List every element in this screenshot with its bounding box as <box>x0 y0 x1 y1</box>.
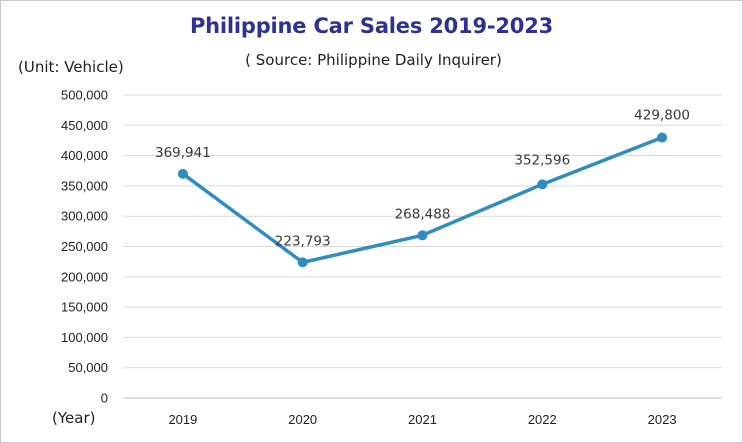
y-axis-label: (Unit: Vehicle) <box>18 58 124 76</box>
chart-title: Philippine Car Sales 2019-2023 <box>189 14 554 38</box>
y-tick-label: 500,000 <box>61 88 108 103</box>
y-tick-label: 250,000 <box>61 239 108 254</box>
series-line <box>181 135 664 265</box>
x-tick-label: 2020 <box>288 412 317 427</box>
x-axis-label: (Year) <box>52 409 96 427</box>
y-tick-label: 50,000 <box>68 360 108 375</box>
x-tick-label: 2022 <box>528 412 557 427</box>
y-tick-label: 400,000 <box>61 148 108 163</box>
x-tick-label: 2023 <box>648 412 677 427</box>
y-tick-label: 100,000 <box>61 330 108 345</box>
data-point <box>177 168 188 179</box>
data-point <box>297 257 308 268</box>
x-tick-label: 2021 <box>408 412 437 427</box>
y-tick-label: 350,000 <box>61 178 108 193</box>
chart-subtitle: ( Source: Philippine Daily Inquirer) <box>245 51 502 69</box>
data-label: 429,800 <box>634 108 690 124</box>
data-label: 352,596 <box>514 152 570 168</box>
y-tick-label: 200,000 <box>61 269 108 284</box>
data-label: 223,793 <box>275 233 331 249</box>
y-tick-label: 450,000 <box>61 118 108 133</box>
data-point <box>417 230 428 241</box>
data-point <box>657 132 668 143</box>
data-point <box>537 179 548 190</box>
data-label: 268,488 <box>395 206 451 222</box>
y-tick-label: 300,000 <box>61 209 108 224</box>
x-tick-label: 2019 <box>168 412 197 427</box>
y-tick-label: 0 <box>101 391 108 406</box>
y-tick-label: 150,000 <box>61 300 108 315</box>
data-label: 369,941 <box>155 145 211 161</box>
